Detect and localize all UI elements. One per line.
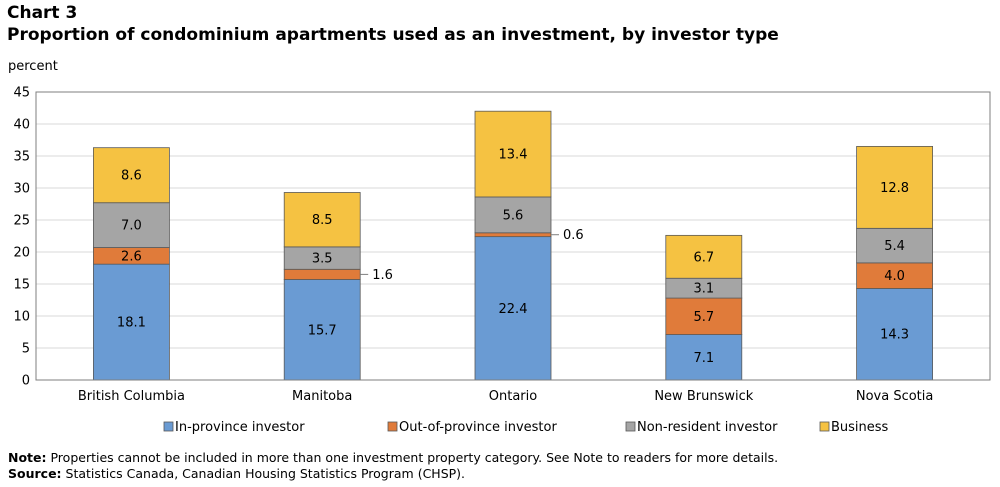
data-label: 3.5 — [312, 252, 333, 267]
legend-swatch — [163, 421, 174, 432]
data-label: 5.4 — [884, 239, 905, 254]
bar-segment — [283, 192, 361, 248]
chart-title: Proportion of condominium apartments use… — [7, 25, 779, 45]
legend-entry: In-province investor — [175, 420, 305, 435]
bar-segment — [665, 234, 743, 279]
legend-swatch — [819, 421, 830, 432]
bar-segment — [93, 147, 170, 204]
legend-entry: Out-of-province investor — [399, 420, 557, 435]
bar-segment — [856, 262, 933, 289]
y-tick-label: 45 — [13, 86, 30, 101]
y-tick-label: 40 — [13, 118, 30, 133]
bar-segment — [665, 297, 743, 335]
bars: 18.1 2.6 7.0 8.6 15.7 1.6 3.5 8.5 22.4 0.6 5.6 13.4… — [93, 110, 933, 381]
data-label: 2.6 — [121, 249, 142, 264]
data-label: 1.6 — [372, 268, 393, 283]
y-tick-label: 30 — [13, 182, 30, 197]
data-label: 12.8 — [880, 181, 909, 196]
data-label: 18.1 — [117, 316, 146, 331]
bar-segment — [474, 110, 552, 198]
plot-area-border — [35, 91, 991, 381]
chart-note: Note: Properties cannot be included in m… — [8, 450, 778, 465]
chart-number: Chart 3 — [7, 3, 78, 23]
x-axis-labels: British Columbia Manitoba Ontario New Bruns… — [78, 389, 934, 404]
x-category-label: Ontario — [489, 389, 537, 404]
data-label: 5.7 — [693, 310, 714, 325]
x-category-label: Nova Scotia — [856, 389, 934, 404]
bar-segment — [856, 227, 933, 264]
chart-source: Source: Statistics Canada, Canadian Hous… — [8, 466, 465, 481]
data-label: 8.5 — [312, 213, 333, 228]
data-label: 5.6 — [503, 208, 524, 223]
bar-segment — [856, 145, 933, 229]
data-label: 22.4 — [499, 302, 528, 317]
y-tick-label: 35 — [13, 150, 30, 165]
y-tick-label: 0 — [22, 374, 30, 389]
x-category-label: British Columbia — [78, 389, 185, 404]
note-text: Properties cannot be included in more th… — [46, 450, 779, 465]
y-axis-ticks: 0 5 10 15 20 25 30 35 40 45 — [13, 86, 30, 389]
y-tick-label: 20 — [13, 246, 30, 261]
legend-swatch — [625, 421, 636, 432]
data-label: 7.1 — [693, 351, 714, 366]
bar-segment — [474, 196, 552, 234]
data-label: 8.6 — [121, 169, 142, 184]
y-tick-label: 15 — [13, 278, 30, 293]
legend-swatch — [387, 421, 398, 432]
legend: In-province investor Out-of-province inve… — [163, 420, 889, 435]
data-label: 15.7 — [308, 323, 337, 338]
data-label: 7.0 — [121, 219, 142, 234]
x-category-label: Manitoba — [292, 389, 352, 404]
bar-segment — [856, 288, 933, 381]
bar-segment — [665, 334, 743, 381]
bar-segment — [474, 232, 552, 238]
legend-entry: Non-resident investor — [637, 420, 778, 435]
x-category-label: New Brunswick — [654, 389, 753, 404]
y-tick-label: 25 — [13, 214, 30, 229]
data-label: 4.0 — [884, 269, 905, 284]
bar-segment — [93, 263, 170, 381]
data-label: 14.3 — [880, 328, 909, 343]
data-label: 0.6 — [563, 228, 584, 243]
data-label: 6.7 — [693, 250, 714, 265]
bar-segment — [283, 268, 361, 280]
y-axis-unit: percent — [8, 59, 58, 74]
y-tick-label: 10 — [13, 310, 30, 325]
data-label: 3.1 — [693, 282, 714, 297]
y-tick-label: 5 — [22, 342, 30, 357]
source-label: Source: — [8, 466, 62, 481]
data-label: 13.4 — [499, 148, 528, 163]
bar-segment — [474, 236, 552, 381]
legend-entry: Business — [831, 420, 889, 435]
source-text: Statistics Canada, Canadian Housing Stat… — [61, 466, 466, 481]
note-label: Note: — [8, 450, 47, 465]
bar-segment — [283, 279, 361, 381]
